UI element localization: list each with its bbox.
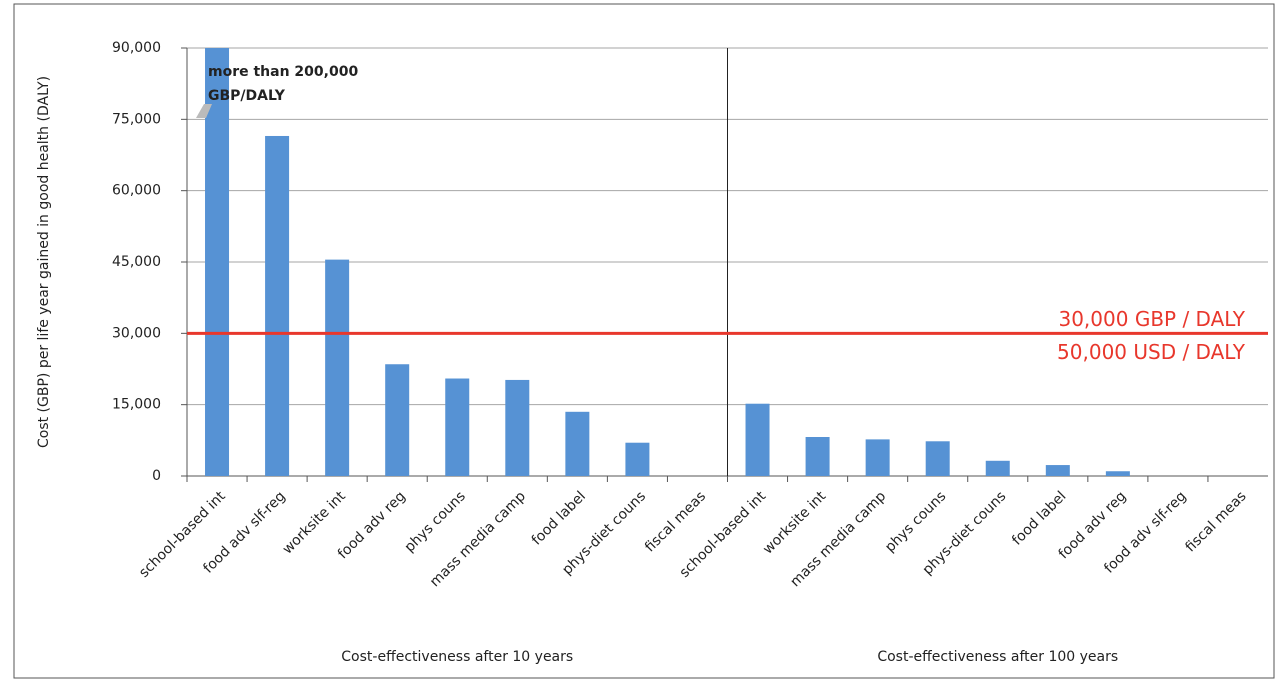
y-tick-label: 0 <box>152 468 161 484</box>
bar <box>325 259 350 476</box>
x-tick-label: fiscal meas <box>642 488 709 555</box>
y-axis-label: Cost (GBP) per life year gained in good … <box>36 76 52 448</box>
y-tick-label: 90,000 <box>112 40 161 56</box>
bar <box>445 378 470 476</box>
x-tick-label: phys couns <box>882 488 949 555</box>
annotation: more than 200,000 <box>208 64 358 80</box>
y-tick-label: 15,000 <box>112 397 161 413</box>
x-tick-label: food label <box>529 488 589 548</box>
group-label: Cost-effectiveness after 10 years <box>341 649 573 665</box>
reference-label: 30,000 GBP / DALY <box>1058 307 1245 331</box>
bar <box>1105 471 1130 476</box>
bar <box>565 411 590 476</box>
bar <box>745 403 770 476</box>
bar <box>865 439 890 476</box>
annotation: GBP/DALY <box>208 88 286 104</box>
bar <box>265 135 290 476</box>
reference-label: 50,000 USD / DALY <box>1057 340 1246 364</box>
bar <box>805 437 830 476</box>
y-tick-label: 30,000 <box>112 325 161 341</box>
bar <box>925 441 950 476</box>
bars <box>205 48 1130 476</box>
annotation-pointer <box>196 104 212 118</box>
bar <box>205 48 230 476</box>
bar <box>385 364 410 476</box>
x-tick-label: fiscal meas <box>1183 488 1250 555</box>
bar <box>1045 465 1070 476</box>
x-tick-label: food label <box>1009 488 1069 548</box>
bar <box>625 442 650 476</box>
x-tick-label: phys couns <box>402 488 469 555</box>
y-tick-label: 60,000 <box>112 183 161 199</box>
y-tick-label: 75,000 <box>112 111 161 127</box>
y-tick-label: 45,000 <box>112 254 161 270</box>
bar <box>505 379 530 476</box>
chart-frame <box>13 3 1275 679</box>
group-label: Cost-effectiveness after 100 years <box>877 649 1118 665</box>
bar <box>985 460 1010 476</box>
